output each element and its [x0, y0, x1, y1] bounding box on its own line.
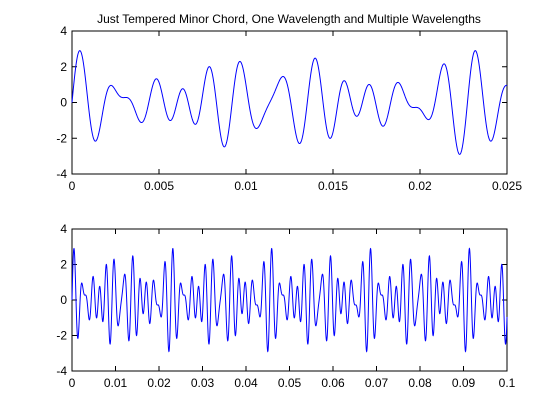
figure-title: Just Tempered Minor Chord, One Wavelengt… — [97, 12, 481, 26]
bottom-y-tick-label: 2 — [60, 258, 67, 272]
top-x-axis: 0 0.005 0.01 0.015 0.02 0.025 — [69, 31, 522, 193]
bottom-x-tick-label: 0.02 — [147, 376, 171, 390]
bottom-x-tick-label: 0.09 — [452, 376, 476, 390]
bottom-subplot: -4 -2 0 2 4 0 0.01 0.02 0.03 0.04 0.05 0.06 0.07 0.0… — [56, 222, 515, 390]
bottom-x-tick-label: 0.06 — [321, 376, 345, 390]
top-x-tick-label: 0.005 — [144, 179, 174, 193]
bottom-x-axis: 0 0.01 0.02 0.03 0.04 0.05 0.06 0.07 0.08 0.09 0.1 — [69, 229, 516, 390]
bottom-x-tick-label: 0.08 — [408, 376, 432, 390]
bottom-y-tick-label: 0 — [60, 293, 67, 307]
bottom-x-tick-label: 0.05 — [278, 376, 302, 390]
top-y-tick-label: 2 — [60, 60, 67, 74]
bottom-x-tick-label: 0.1 — [499, 376, 516, 390]
bottom-y-tick-label: -2 — [56, 329, 67, 343]
bottom-x-tick-label: 0.07 — [365, 376, 389, 390]
top-x-tick-label: 0.025 — [492, 179, 522, 193]
bottom-x-tick-label: 0.04 — [234, 376, 258, 390]
bottom-y-tick-label: 4 — [60, 222, 67, 236]
bottom-x-tick-label: 0.03 — [191, 376, 215, 390]
top-x-tick-label: 0.015 — [318, 179, 348, 193]
bottom-chord-waveform — [71, 247, 508, 353]
top-y-tick-label: 4 — [60, 24, 67, 38]
top-y-tick-label: -4 — [56, 167, 67, 181]
bottom-y-tick-label: -4 — [56, 364, 67, 378]
top-y-axis: -4 -2 0 2 4 — [56, 24, 507, 181]
top-y-tick-label: -2 — [56, 131, 67, 145]
top-x-tick-label: 0.02 — [408, 179, 432, 193]
top-y-tick-label: 0 — [60, 96, 67, 110]
top-subplot: Just Tempered Minor Chord, One Wavelengt… — [56, 12, 522, 193]
bottom-x-tick-label: 0 — [69, 376, 76, 390]
top-chord-waveform — [71, 50, 508, 155]
top-x-tick-label: 0.01 — [234, 179, 258, 193]
top-x-tick-label: 0 — [69, 179, 76, 193]
bottom-x-tick-label: 0.01 — [104, 376, 128, 390]
